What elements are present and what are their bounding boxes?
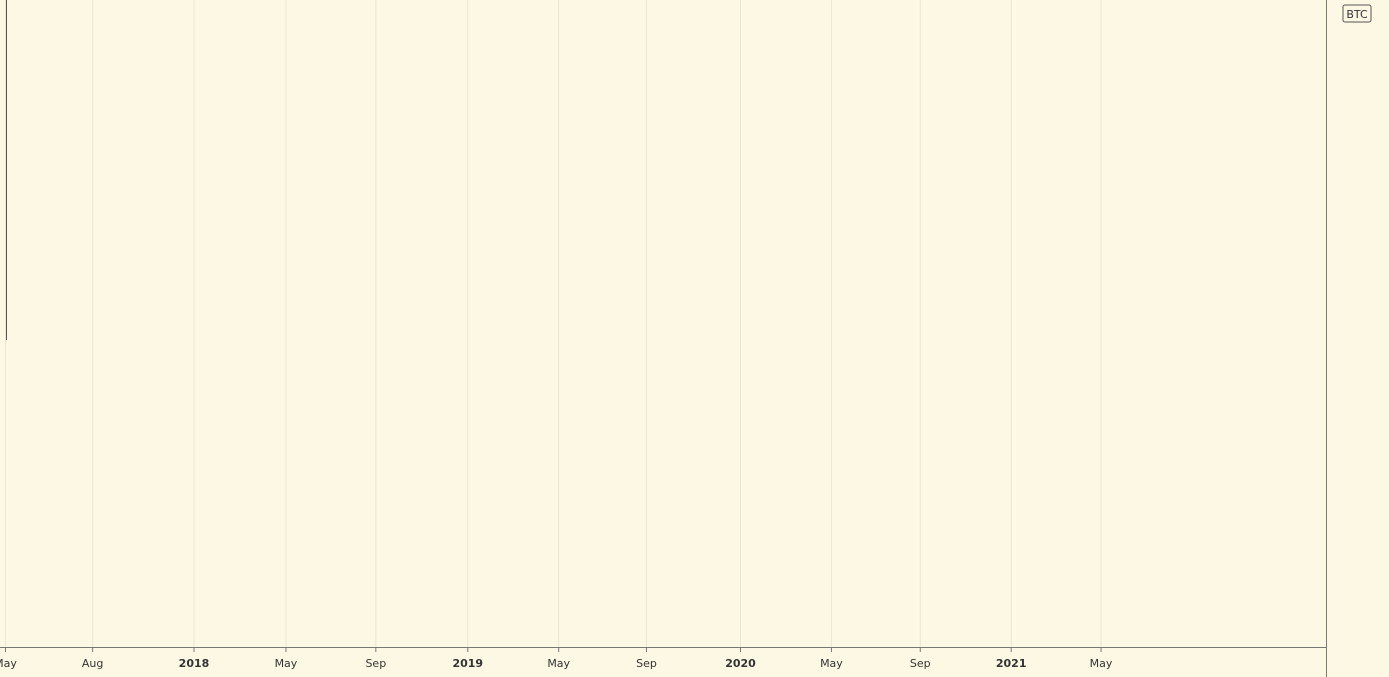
x-tick-label: Sep bbox=[636, 657, 657, 670]
x-tick-label: Aug bbox=[82, 657, 103, 670]
x-tick-label: 2021 bbox=[996, 657, 1027, 670]
x-tick-label: 2020 bbox=[725, 657, 756, 670]
x-tick-label: May bbox=[275, 657, 298, 670]
x-tick-label: May bbox=[1090, 657, 1113, 670]
currency-badge-text: BTC bbox=[1346, 8, 1368, 21]
gridlines bbox=[4, 0, 1102, 647]
x-tick-label: Sep bbox=[910, 657, 931, 670]
time-axis[interactable]: May Aug 2018 May Sep 2019 May Sep 2020 May Sep 2021… bbox=[0, 647, 1113, 670]
x-tick-label: 2018 bbox=[179, 657, 210, 670]
currency-badge[interactable]: BTC bbox=[1342, 4, 1372, 23]
x-tick-label: Sep bbox=[365, 657, 386, 670]
x-tick-label: May bbox=[547, 657, 570, 670]
x-tick-label: May bbox=[820, 657, 843, 670]
x-tick-label: May bbox=[0, 657, 17, 670]
x-tick-label: 2019 bbox=[452, 657, 483, 670]
